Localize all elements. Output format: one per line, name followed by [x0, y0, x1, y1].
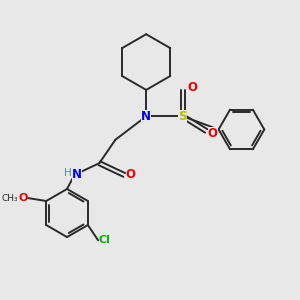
Text: N: N — [141, 110, 151, 123]
Text: N: N — [72, 168, 82, 182]
Text: S: S — [178, 110, 187, 123]
Text: O: O — [126, 168, 136, 181]
Text: O: O — [187, 81, 197, 94]
Text: O: O — [18, 193, 28, 203]
Text: H: H — [64, 168, 72, 178]
Text: CH₃: CH₃ — [2, 194, 18, 202]
Text: O: O — [208, 128, 218, 140]
Text: Cl: Cl — [99, 235, 110, 245]
